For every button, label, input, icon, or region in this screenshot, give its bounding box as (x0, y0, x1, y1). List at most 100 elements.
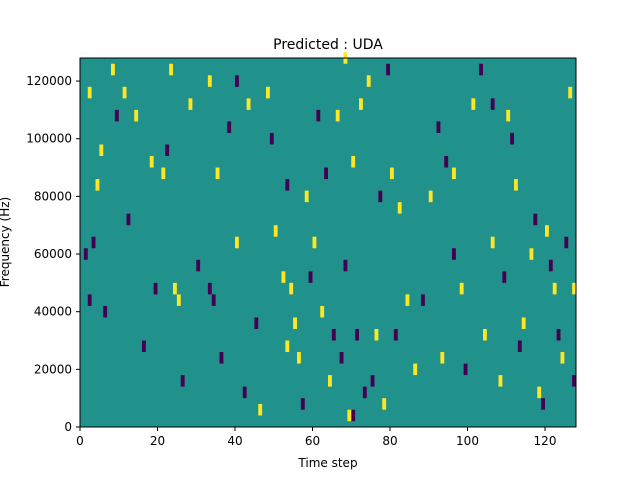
y-axis-title: Frequency (Hz) (0, 197, 12, 288)
heatmap-cell-high (529, 248, 534, 260)
plot-frame (79, 57, 577, 428)
heatmap-cell-low (386, 63, 390, 76)
heatmap-cell-low (331, 328, 336, 341)
heatmap-cell-high (498, 375, 503, 387)
heatmap-cell-high (413, 363, 418, 376)
heatmap-cell-low (83, 248, 88, 260)
heatmap-cell-low (242, 386, 247, 399)
heatmap-cell-low (196, 259, 201, 272)
heatmap-cell-low (142, 340, 146, 353)
heatmap-cell-high (134, 109, 139, 122)
heatmap-cell-low (564, 236, 569, 249)
x-tick-label: 60 (305, 434, 320, 448)
y-tick-label: 40000 (34, 305, 72, 319)
heatmap-cell-high (440, 352, 445, 364)
heatmap-cell-high (514, 179, 518, 191)
heatmap-cell-low (207, 282, 212, 295)
heatmap-cell-high (320, 305, 325, 318)
heatmap-cell-low (421, 294, 425, 306)
y-tick-label: 100000 (26, 132, 72, 146)
heatmap-cell-high (173, 282, 177, 295)
heatmap-cell-low (362, 386, 367, 399)
y-tick-label: 0 (64, 420, 72, 434)
heatmap-cell-high (169, 63, 173, 76)
heatmap-cell-low (517, 340, 522, 353)
y-tick-label: 20000 (34, 362, 72, 376)
heatmap-cell-high (568, 86, 573, 99)
heatmap-cell-high (99, 144, 104, 157)
heatmap-cell-high (215, 167, 220, 180)
heatmap-cell-low (227, 121, 232, 133)
heatmap-cell-high (347, 409, 352, 422)
heatmap-cell-high (304, 190, 309, 203)
heatmap-cell-high (552, 282, 557, 295)
heatmap-cell-low (533, 213, 538, 226)
heatmap-cell-low (180, 375, 185, 387)
x-tick-label: 120 (534, 434, 557, 448)
heatmap-cell-high (545, 225, 549, 237)
y-axis: 0 20000 40000 60000 80000 100000 120000 (26, 74, 80, 434)
heatmap-cell-low (211, 294, 216, 306)
heatmap-cell-low (490, 98, 495, 110)
heatmap-cell-high (572, 282, 576, 295)
heatmap-cell-low (165, 144, 170, 157)
heatmap-cell-high (483, 328, 487, 341)
heatmap-cell-low (87, 294, 92, 306)
heatmap-cell-high (149, 156, 154, 168)
heatmap-cell-high (471, 98, 476, 110)
heatmap-cell-low (436, 121, 441, 133)
heatmap-cell-low (351, 409, 356, 422)
heatmap-cell-high (374, 328, 379, 341)
heatmap-cell-high (188, 98, 193, 110)
x-tick-label: 20 (150, 434, 165, 448)
heatmap-cell-high (293, 317, 297, 329)
heatmap-cell-low (572, 375, 576, 387)
heatmap-cell-low (103, 305, 108, 318)
heatmap-cell-high (281, 271, 286, 283)
heatmap-cell-high (95, 179, 100, 191)
heatmap-cell-low (502, 271, 507, 283)
heatmap-cell-low (393, 328, 398, 341)
heatmap-cell-high (405, 294, 410, 306)
chart-title: Predicted : UDA (273, 37, 383, 53)
heatmap-cell-high (176, 294, 181, 306)
heatmap-background (80, 58, 576, 427)
heatmap-cell-high (285, 340, 290, 353)
heatmap-cell-low (91, 236, 96, 249)
heatmap-cell-high (161, 167, 166, 180)
heatmap-cell-low (355, 328, 359, 341)
heatmap-cell-low (285, 179, 290, 191)
heatmap-cell-high (328, 375, 332, 387)
heatmap-cell-high (111, 63, 115, 76)
heatmap-cell-high (266, 86, 270, 99)
heatmap-cell-high (351, 156, 356, 168)
heatmap-cell-low (370, 375, 375, 387)
x-tick-label: 0 (76, 434, 84, 448)
heatmap-cell-high (537, 386, 542, 399)
heatmap-cell-high (382, 398, 387, 410)
heatmap-cell-low (219, 352, 224, 364)
heatmap-cell-low (126, 213, 131, 226)
heatmap-cell-low (114, 109, 119, 122)
heatmap-cell-low (378, 190, 383, 203)
heatmap-cell-high (312, 236, 317, 249)
x-axis: 0 20 40 60 80 100 120 (76, 427, 556, 448)
heatmap-cell-low (339, 352, 344, 364)
heatmap-cell-low (343, 259, 348, 272)
heatmap-cell-high (560, 352, 565, 364)
heatmap-cell-high (459, 282, 464, 295)
heatmap-cell-high (122, 86, 127, 99)
heatmap-cell-high (297, 352, 301, 364)
heatmap-cell-low (316, 109, 321, 122)
heatmap-cell-low (324, 167, 328, 180)
heatmap-cell-high (521, 317, 526, 329)
heatmap-cell-low (308, 271, 313, 283)
heatmap-cell-high (452, 167, 456, 180)
x-tick-label: 40 (227, 434, 242, 448)
y-tick-label: 60000 (34, 247, 72, 261)
heatmap-cell-high (397, 202, 402, 214)
heatmap-cell-low (254, 317, 259, 329)
heatmap-cell-low (479, 63, 483, 76)
heatmap-cell-high (258, 403, 263, 416)
